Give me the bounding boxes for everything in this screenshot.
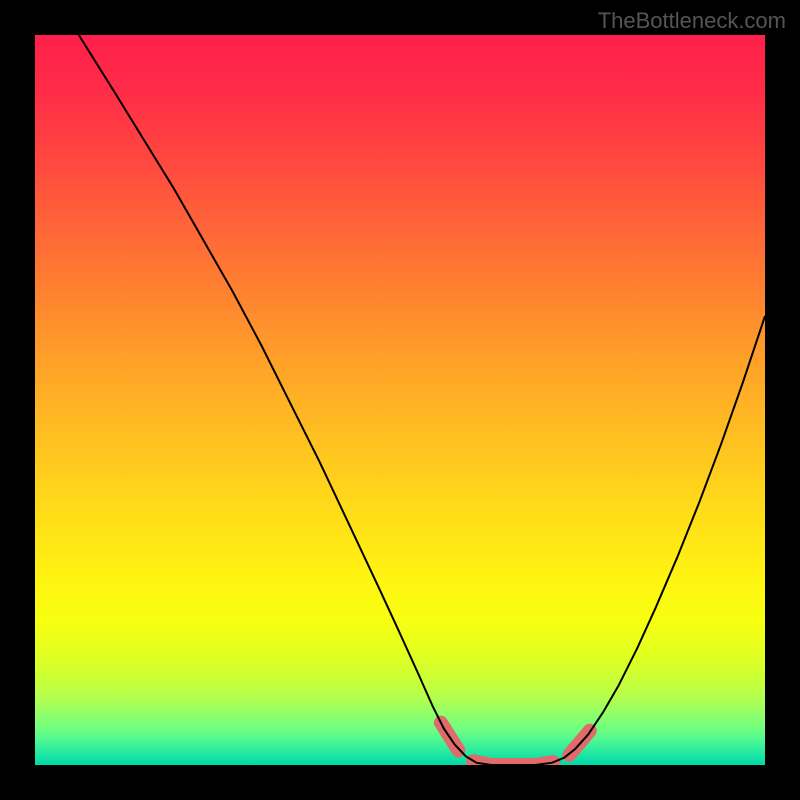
watermark-text: TheBottleneck.com xyxy=(598,8,786,34)
chart-svg xyxy=(35,35,765,765)
chart-plot-area xyxy=(35,35,765,765)
chart-background xyxy=(35,35,765,765)
